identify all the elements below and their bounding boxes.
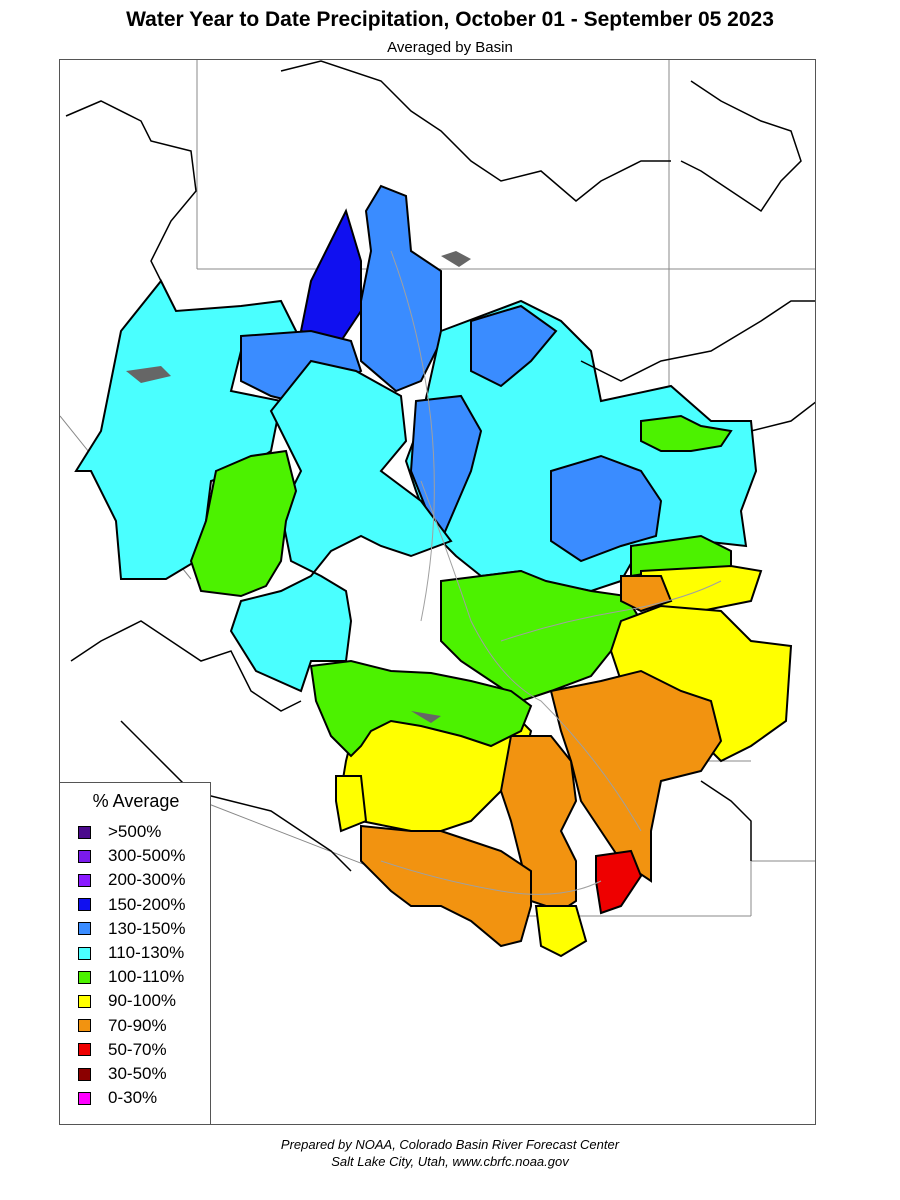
outline-east-2 [750, 401, 815, 432]
legend-label: 150-200% [108, 894, 186, 914]
river-green [390, 250, 435, 622]
river-san-juan [500, 580, 722, 642]
river-gila [380, 860, 602, 895]
map-frame [59, 59, 816, 1125]
basin-colorado-130-blob [470, 304, 558, 388]
legend-label: 100-110% [108, 967, 185, 987]
footer-location-line: Salt Lake City, Utah, www.cbrfc.noaa.gov [331, 1154, 569, 1169]
lakes [126, 251, 471, 723]
map-title: Water Year to Date Precipitation, Octobe… [126, 8, 774, 31]
legend-item: 110-130% [78, 942, 184, 964]
legend-label: 50-70% [108, 1039, 167, 1059]
legend-item: 90-100% [78, 990, 176, 1012]
outline-north-1 [280, 60, 671, 202]
basin-sevier-green [189, 449, 298, 598]
basin-red-spot [595, 849, 643, 915]
legend-item: 300-500% [78, 845, 186, 867]
map-subtitle: Averaged by Basin [387, 39, 513, 56]
rivers [380, 250, 722, 895]
legend-item: 30-50% [78, 1063, 167, 1085]
legend-item: 200-300% [78, 869, 186, 891]
legend-swatch [78, 946, 91, 960]
basin-west-yellow [335, 775, 368, 833]
outline-southeast [700, 780, 752, 861]
basin-map [60, 60, 815, 958]
legend-label: 90-100% [108, 991, 177, 1011]
legend-label: >500% [108, 822, 162, 841]
legend-label: 300-500% [108, 846, 186, 866]
legend-item: 0-30% [78, 1087, 157, 1109]
legend-swatch [78, 873, 91, 887]
legend-swatch [78, 1091, 91, 1105]
outline-nw-1 [65, 100, 197, 282]
legend: % Average >500% 300-500% 200-300% 150-200% 1… [59, 782, 211, 1125]
basin-great-basin-cyan [74, 279, 303, 580]
legend-item: 150-200% [78, 894, 186, 916]
legend-label: 0-30% [108, 1088, 158, 1108]
basin-colorado-130-west [409, 394, 483, 544]
basin-little-colorado-orange [549, 669, 723, 883]
legend-swatch [78, 994, 91, 1008]
basin-green-upper-east [640, 414, 733, 452]
basin-gila-orange [360, 824, 532, 948]
lake-powell [411, 711, 441, 723]
legend-swatch [78, 849, 91, 863]
legend-label: 70-90% [108, 1015, 167, 1035]
legend-label: 110-130% [108, 943, 185, 962]
outline-east [580, 300, 815, 382]
basin-south-green-band [309, 659, 533, 758]
legend-swatch [78, 970, 91, 984]
legend-swatch [78, 1067, 91, 1081]
basin-upper-green-150 [299, 208, 362, 343]
legend-swatch [78, 1043, 91, 1057]
legend-label: 30-50% [108, 1064, 167, 1083]
footer-credit-line: Prepared by NOAA, Colorado Basin River F… [280, 1137, 620, 1152]
basin-east-orange-spot [620, 575, 673, 613]
basin-gila-yellow-south [534, 905, 588, 958]
outside-basin-outlines [65, 60, 815, 872]
basin-central-utah-cyan [229, 359, 453, 693]
legend-item: >500% [78, 821, 161, 843]
basin-regions [74, 184, 793, 958]
basin-colorado-130-south [550, 454, 663, 563]
lake-great-salt-lake [126, 366, 171, 383]
legend-swatch [78, 825, 91, 839]
basin-upper-green-130 [360, 184, 442, 393]
lake-flaming-gorge [441, 251, 471, 267]
basin-salt-orange [499, 735, 578, 913]
outline-southwest-2 [120, 720, 352, 872]
legend-item: 50-70% [78, 1039, 167, 1061]
legend-swatch [78, 1019, 91, 1033]
legend-item: 100-110% [78, 966, 184, 988]
river-colorado [420, 480, 642, 832]
outline-southwest [70, 620, 302, 712]
legend-swatch [78, 898, 91, 912]
legend-title: % Average [92, 791, 180, 811]
legend-item: 70-90% [78, 1015, 167, 1037]
legend-item: 130-150% [78, 918, 186, 940]
outline-northeast [680, 80, 802, 213]
legend-label: 200-300% [108, 870, 186, 890]
legend-label: 130-150% [108, 918, 186, 938]
legend-swatch [78, 922, 91, 936]
